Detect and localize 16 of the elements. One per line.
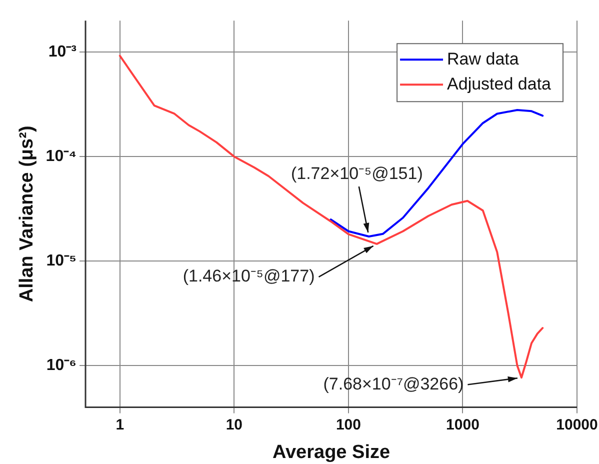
y-axis-title: Allan Variance (μs²) <box>16 126 38 302</box>
x-tick-label: 100 <box>336 416 361 434</box>
y-tick-label: 10⁻⁵ <box>46 252 77 270</box>
y-tick-label: 10⁻³ <box>48 43 77 60</box>
x-axis-title: Average Size <box>272 442 390 463</box>
x-tick-label: 1 <box>116 416 124 434</box>
x-tick-label: 1000 <box>446 416 480 434</box>
annotation: (7.68×10⁻⁷@3266) <box>323 374 464 394</box>
x-tick-label: 10000 <box>556 416 598 434</box>
x-tick-label: 10 <box>226 416 243 434</box>
y-tick-label: 10⁻⁴ <box>46 148 77 165</box>
legend-label: Adjusted data <box>447 74 552 94</box>
y-tick-label: 10⁻⁶ <box>46 357 77 374</box>
legend-label: Raw data <box>447 49 520 68</box>
annotation: (1.72×10⁻⁵@151) <box>290 164 423 184</box>
annotation: (1.46×10⁻⁵@177) <box>182 266 315 286</box>
